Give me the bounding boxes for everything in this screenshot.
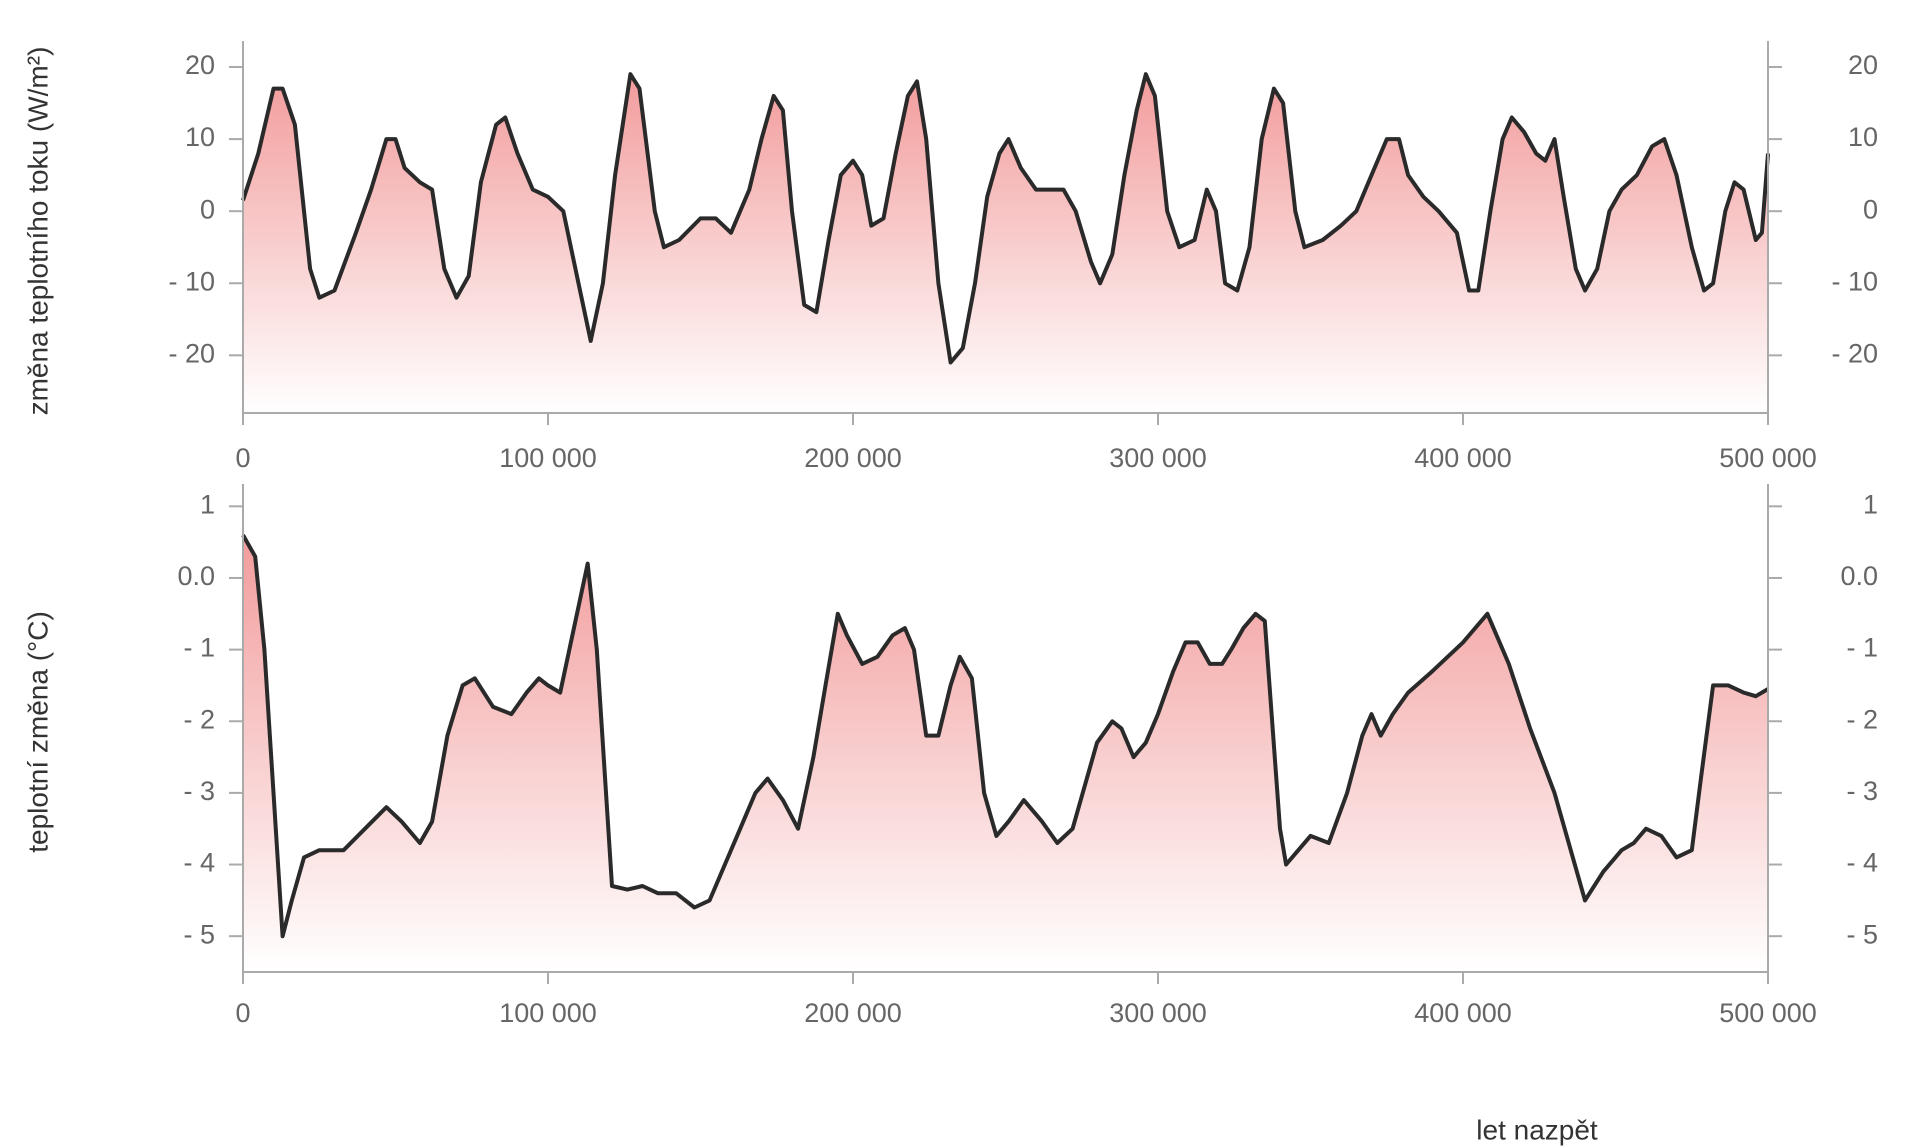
y-tick-label-right: 0 (1863, 194, 1878, 224)
y-tick-label: - 5 (183, 919, 215, 949)
y-tick-label-right: - 5 (1846, 919, 1878, 949)
y-tick-label-right: 20 (1848, 50, 1878, 80)
x-tick-label: 400 000 (1414, 443, 1512, 473)
y-tick-label: - 10 (168, 266, 215, 296)
y-tick-label-right: - 20 (1831, 338, 1878, 368)
y-tick-label: 10 (185, 122, 215, 152)
y-tick-label-right: - 1 (1846, 633, 1878, 663)
y-tick-label: 0.0 (177, 561, 215, 591)
y-tick-label: - 1 (183, 633, 215, 663)
y-tick-label-right: 0.0 (1840, 561, 1878, 591)
y-tick-label-right: - 4 (1846, 848, 1878, 878)
line (241, 534, 1770, 939)
y-tick-label-right: - 2 (1846, 704, 1878, 734)
x-axis-label: let nazpět (1476, 1114, 1598, 1145)
y-tick-label-right: - 10 (1831, 266, 1878, 296)
y-tick-label: - 4 (183, 848, 215, 878)
area-fill (243, 74, 1768, 413)
x-tick-label: 200 000 (804, 443, 902, 473)
y-tick-label: - 2 (183, 704, 215, 734)
x-tick-label: 500 000 (1719, 998, 1817, 1028)
y-axis-label: teplotní změna (°C) (22, 611, 53, 853)
area-fill (243, 535, 1768, 972)
y-tick-label-right: 1 (1863, 489, 1878, 519)
x-tick-label: 100 000 (499, 998, 597, 1028)
x-tick-label: 400 000 (1414, 998, 1512, 1028)
line (241, 72, 1770, 365)
x-tick-label: 300 000 (1109, 998, 1207, 1028)
y-tick-label-right: - 3 (1846, 776, 1878, 806)
x-tick-label: 300 000 (1109, 443, 1207, 473)
x-tick-label: 500 000 (1719, 443, 1817, 473)
y-tick-label: 20 (185, 50, 215, 80)
y-tick-label: - 20 (168, 338, 215, 368)
y-tick-label: 1 (200, 489, 215, 519)
y-tick-label: 0 (200, 194, 215, 224)
y-tick-label-right: 10 (1848, 122, 1878, 152)
x-tick-label: 0 (235, 443, 250, 473)
y-tick-label: - 3 (183, 776, 215, 806)
x-tick-label: 100 000 (499, 443, 597, 473)
x-tick-label: 0 (235, 998, 250, 1028)
y-axis-label: změna teplotního toku (W/m²) (22, 47, 53, 416)
x-tick-label: 200 000 (804, 998, 902, 1028)
